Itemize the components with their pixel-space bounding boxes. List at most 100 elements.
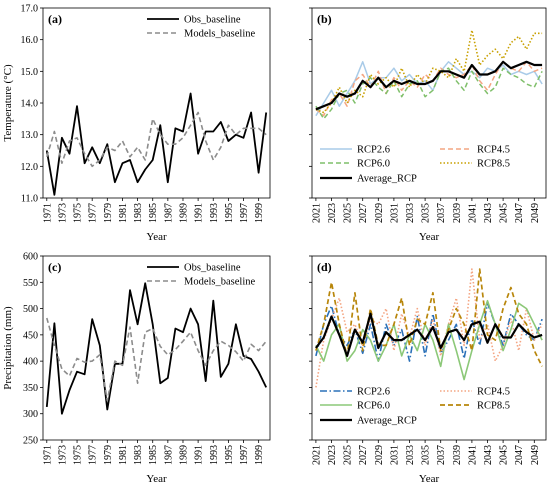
legend-item: Obs_baseline	[147, 15, 241, 26]
x-tick-label: 2027	[358, 445, 369, 465]
x-tick-label: 2041	[467, 203, 478, 223]
legend-item: Obs_baseline	[147, 263, 241, 274]
y-tick-label: 250	[23, 436, 38, 447]
x-tick-label: 2035	[421, 203, 432, 223]
x-tick-label: 1993	[209, 203, 220, 223]
legend-item: RCP4.5	[440, 387, 510, 398]
plot-frame	[311, 255, 547, 441]
legend-item: RCP2.6	[320, 387, 390, 398]
x-tick-label: 1999	[254, 203, 265, 223]
x-tick-label: 1999	[254, 445, 265, 465]
series-line-models-baseline	[46, 317, 267, 402]
legend-item: RCP4.5	[440, 145, 510, 156]
panel-3: 2021 2023 2025 2027 2029 2031 2033 2035 2037 2039…	[309, 255, 547, 485]
legend-item: RCP6.0	[320, 159, 390, 170]
series-line-rcp8-5	[315, 268, 543, 367]
y-tick-label: 13.0	[21, 130, 39, 141]
panel-label: (d)	[317, 260, 332, 274]
x-tick-label: 2021	[311, 445, 322, 465]
x-tick-label: 1989	[178, 203, 189, 223]
x-tick-label: 1983	[133, 203, 144, 223]
x-tick-label: 1985	[148, 203, 159, 223]
x-tick-label: 1987	[163, 445, 174, 465]
x-tick-label: 1985	[148, 445, 159, 465]
x-tick-label: 2043	[483, 445, 494, 465]
series-line-obs-baseline	[45, 92, 268, 196]
panel-1: 2021 2023 2025 2027 2029 2031 2033 2035 2037 2039…	[309, 7, 547, 243]
y-axis-title: Precipitation (mm)	[2, 306, 14, 390]
legend-label: RCP2.6	[357, 387, 390, 398]
y-tick-label: 17.0	[21, 4, 39, 15]
series-line-models-baseline	[46, 111, 267, 168]
x-tick-label: 1971	[42, 445, 53, 465]
x-tick-label: 1973	[57, 445, 68, 465]
x-tick-label: 2041	[467, 445, 478, 465]
x-tick-label: 2025	[343, 445, 354, 465]
y-tick-label: 16.0	[21, 35, 39, 46]
legend-label: Models_baseline	[184, 277, 255, 288]
x-tick-label: 1973	[57, 203, 68, 223]
x-tick-label: 2023	[327, 445, 338, 465]
x-tick-label: 1997	[239, 445, 250, 465]
legend-label: Models_baseline	[184, 29, 255, 40]
x-tick-label: 1995	[224, 445, 235, 465]
panel-label: (a)	[48, 12, 62, 26]
x-axis-title: Year	[419, 231, 440, 243]
y-tick-label: 400	[23, 357, 38, 368]
y-tick-label: 550	[23, 278, 38, 289]
x-tick-label: 1979	[103, 445, 114, 465]
x-tick-label: 1979	[103, 203, 114, 223]
legend-label: RCP2.6	[357, 145, 390, 156]
x-tick-label: 1989	[178, 445, 189, 465]
legend-item: Average_RCP	[320, 174, 417, 185]
plot-frame	[42, 255, 271, 441]
x-axis-title: Year	[419, 473, 440, 485]
x-tick-label: 1991	[194, 445, 205, 465]
x-tick-label: 2043	[483, 203, 494, 223]
legend-item: RCP8.5	[440, 159, 510, 170]
y-tick-label: 600	[23, 252, 38, 263]
x-tick-label: 2047	[514, 445, 525, 465]
x-tick-label: 1975	[73, 203, 84, 223]
panel-label: (b)	[317, 12, 332, 26]
x-tick-label: 1971	[42, 203, 53, 223]
legend-label: Average_RCP	[357, 174, 417, 185]
legend-label: RCP8.5	[477, 401, 510, 412]
legend-label: RCP4.5	[477, 387, 510, 398]
y-tick-label: 500	[23, 304, 38, 315]
y-tick-label: 11.0	[21, 194, 38, 205]
x-tick-label: 1991	[194, 203, 205, 223]
x-tick-label: 2045	[499, 203, 510, 223]
legend-label: RCP8.5	[477, 159, 510, 170]
x-tick-label: 1975	[73, 445, 84, 465]
x-tick-label: 2049	[530, 203, 541, 223]
plot-frame	[311, 7, 547, 199]
x-tick-label: 1977	[88, 203, 99, 223]
panel-0: 11.0 12.0 13.0 14.0 15.0 16.0 17.0 1971 1973 1975…	[2, 4, 271, 243]
legend-item: RCP8.5	[440, 401, 510, 412]
x-tick-label: 2047	[514, 203, 525, 223]
x-tick-label: 1981	[118, 203, 129, 223]
y-axis-title: Temperature (°C)	[2, 64, 14, 142]
series-line-obs-baseline	[45, 282, 268, 415]
panel-2: 250 300 350 400 450 500 550 600 1971 1973 1975 1977…	[2, 252, 271, 485]
series-line-average-rcp	[315, 312, 543, 357]
x-tick-label: 2033	[405, 445, 416, 465]
x-tick-label: 1983	[133, 445, 144, 465]
legend-label: Obs_baseline	[184, 15, 241, 26]
series-line-rcp2-6	[315, 61, 543, 117]
x-tick-label: 1981	[118, 445, 129, 465]
y-tick-label: 300	[23, 409, 38, 420]
legend-label: RCP6.0	[357, 159, 390, 170]
legend-item: Average_RCP	[320, 416, 417, 427]
panel-label: (c)	[48, 260, 61, 274]
x-tick-label: 2031	[389, 203, 400, 223]
series-line-rcp4-5	[315, 268, 543, 388]
x-tick-label: 2037	[436, 445, 447, 465]
x-tick-label: 2029	[374, 445, 385, 465]
x-tick-label: 2049	[530, 445, 541, 465]
x-axis-title: Year	[146, 473, 167, 485]
y-tick-label: 15.0	[21, 67, 39, 78]
x-tick-label: 2027	[358, 203, 369, 223]
